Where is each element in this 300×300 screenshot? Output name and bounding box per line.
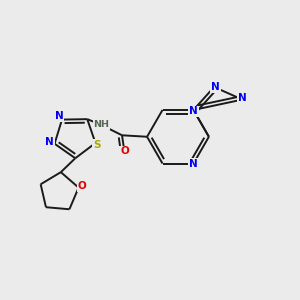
- Text: N: N: [211, 82, 220, 92]
- Text: S: S: [93, 140, 101, 149]
- Text: N: N: [189, 158, 198, 169]
- Text: N: N: [238, 93, 247, 103]
- Text: O: O: [78, 181, 86, 191]
- Text: O: O: [120, 146, 129, 157]
- Text: N: N: [45, 137, 54, 147]
- Text: NH: NH: [93, 121, 110, 130]
- Text: N: N: [55, 111, 63, 121]
- Text: N: N: [189, 106, 198, 116]
